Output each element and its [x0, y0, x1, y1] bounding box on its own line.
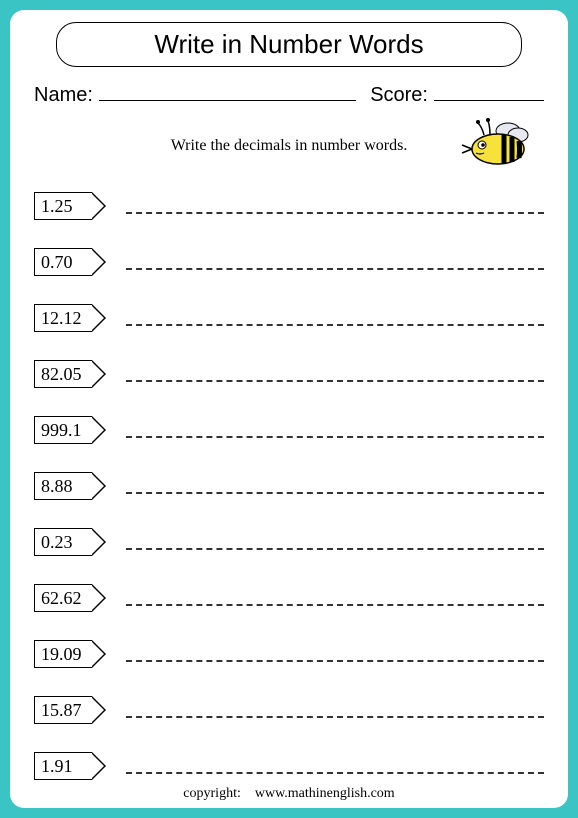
- number-value: 8.88: [41, 475, 73, 497]
- answer-line[interactable]: [126, 198, 544, 214]
- number-tag: 62.62: [34, 584, 92, 612]
- answer-line[interactable]: [126, 702, 544, 718]
- number-tag: 82.05: [34, 360, 92, 388]
- page-title: Write in Number Words: [154, 29, 423, 59]
- score-input-line[interactable]: [434, 81, 544, 101]
- number-value: 0.23: [41, 531, 73, 553]
- number-value: 12.12: [41, 307, 82, 329]
- title-box: Write in Number Words: [56, 22, 522, 67]
- number-tag: 15.87: [34, 696, 92, 724]
- bee-icon: [460, 117, 530, 178]
- number-tag: 1.25: [34, 192, 92, 220]
- item-row: 0.23: [34, 527, 544, 557]
- copyright-site: www.mathinenglish.com: [255, 786, 395, 801]
- number-tag: 19.09: [34, 640, 92, 668]
- item-row: 999.1: [34, 415, 544, 445]
- number-value: 1.25: [41, 195, 73, 217]
- answer-line[interactable]: [126, 534, 544, 550]
- number-tag: 0.70: [34, 248, 92, 276]
- item-row: 12.12: [34, 303, 544, 333]
- number-tag: 1.91: [34, 752, 92, 780]
- number-tag: 0.23: [34, 528, 92, 556]
- item-row: 62.62: [34, 583, 544, 613]
- item-row: 1.25: [34, 191, 544, 221]
- item-row: 0.70: [34, 247, 544, 277]
- item-row: 82.05: [34, 359, 544, 389]
- copyright-label: copyright:: [183, 786, 241, 801]
- number-value: 19.09: [41, 643, 82, 665]
- answer-line[interactable]: [126, 422, 544, 438]
- worksheet-page: Write in Number Words Name: Score: Write…: [10, 10, 568, 808]
- answer-line[interactable]: [126, 646, 544, 662]
- score-label: Score:: [370, 84, 428, 107]
- answer-line[interactable]: [126, 366, 544, 382]
- number-value: 82.05: [41, 363, 82, 385]
- number-tag: 8.88: [34, 472, 92, 500]
- number-value: 1.91: [41, 755, 73, 777]
- number-value: 0.70: [41, 251, 73, 273]
- item-row: 8.88: [34, 471, 544, 501]
- number-value: 62.62: [41, 587, 82, 609]
- answer-line[interactable]: [126, 590, 544, 606]
- number-tag: 999.1: [34, 416, 92, 444]
- number-value: 15.87: [41, 699, 82, 721]
- footer: copyright: www.mathinenglish.com: [10, 786, 568, 802]
- number-tag: 12.12: [34, 304, 92, 332]
- instruction-row: Write the decimals in number words.: [30, 117, 548, 175]
- name-input-line[interactable]: [99, 81, 356, 101]
- items-container: 1.25 0.70 12.12 82.05 999.1 8.88 0.23 6: [30, 191, 548, 781]
- item-row: 15.87: [34, 695, 544, 725]
- name-label: Name:: [34, 84, 93, 107]
- item-row: 1.91: [34, 751, 544, 781]
- answer-line[interactable]: [126, 478, 544, 494]
- item-row: 19.09: [34, 639, 544, 669]
- number-value: 999.1: [41, 419, 82, 441]
- instruction-text: Write the decimals in number words.: [171, 137, 408, 155]
- answer-line[interactable]: [126, 310, 544, 326]
- answer-line[interactable]: [126, 758, 544, 774]
- header-row: Name: Score:: [30, 81, 548, 107]
- answer-line[interactable]: [126, 254, 544, 270]
